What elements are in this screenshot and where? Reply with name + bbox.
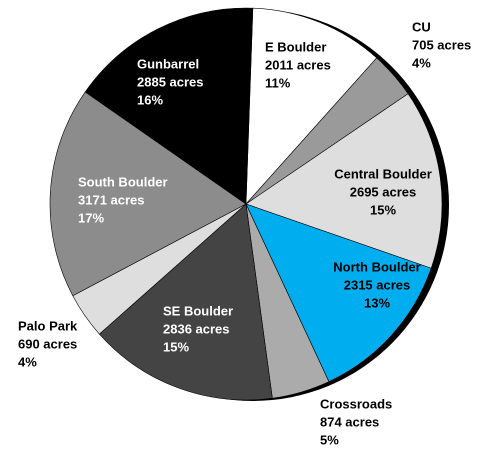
slice-label: 15% (370, 202, 396, 217)
pie-slice (84, 7, 254, 205)
slice-label: North Boulder (333, 259, 420, 274)
slice-label: Central Boulder (334, 166, 432, 181)
slice-label: SE Boulder (163, 303, 233, 318)
slice-label: 15% (163, 339, 189, 354)
slice-label: 13% (364, 295, 390, 310)
slice-label: CU (412, 19, 431, 34)
slice-label: 2836 acres (163, 321, 230, 336)
slice-label: 4% (18, 354, 37, 369)
slice-label: 11% (265, 75, 291, 90)
slice-label: Gunbarrel (137, 56, 199, 71)
slice-label: 2885 acres (137, 74, 204, 89)
slice-label: 16% (137, 92, 163, 107)
slice-label: South Boulder (78, 174, 168, 189)
slice-label: 4% (412, 55, 431, 70)
slice-label: Palo Park (18, 318, 78, 333)
slice-label: 2695 acres (350, 184, 417, 199)
slice-label: 2315 acres (344, 277, 411, 292)
slice-label: 690 acres (18, 336, 77, 351)
slice-label: Crossroads (320, 396, 392, 411)
pie-slice (98, 203, 273, 401)
slice-label: 5% (320, 432, 339, 447)
slice-label: 705 acres (412, 37, 471, 52)
pie-slice (245, 93, 443, 269)
slice-label: 874 acres (320, 414, 379, 429)
slice-label: E Boulder (265, 39, 326, 54)
pie-slice (245, 7, 378, 205)
pie-slice (49, 91, 247, 297)
slice-label: 17% (78, 210, 104, 225)
pie-slice (245, 203, 432, 382)
slice-label: 2011 acres (265, 57, 331, 72)
slice-label: 3171 acres (78, 192, 145, 207)
